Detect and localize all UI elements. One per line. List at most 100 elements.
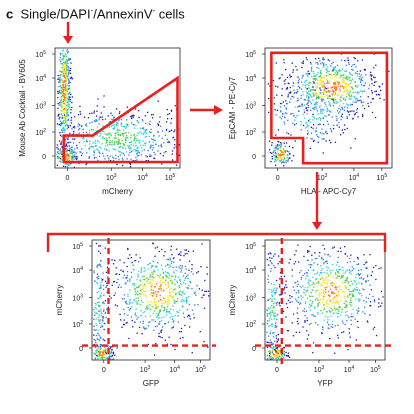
event-dot [335,70,338,72]
event-dot [366,320,368,322]
event-dot [285,160,287,162]
event-dot [309,118,311,120]
event-dot [150,294,152,296]
event-dot [275,315,277,317]
event-dot [284,145,286,147]
event-dot [178,253,180,256]
event-dot [64,79,66,81]
event-dot [345,83,347,85]
event-dot [86,131,88,134]
event-dot [139,284,142,286]
event-dot [70,152,72,154]
event-dot [292,85,294,87]
event-dot [201,243,203,245]
event-dot [334,66,336,68]
event-dot [71,106,73,109]
event-dot [174,348,176,351]
y-tick-label: 105 [72,242,83,251]
event-dot [157,123,159,126]
event-dot [283,142,285,144]
event-dot [182,282,185,284]
event-dot [334,296,336,298]
event-dot [67,125,69,127]
event-dot [283,80,285,82]
event-dot [185,286,187,289]
event-dot [93,152,95,154]
event-dot [203,294,205,296]
event-dot [361,294,363,297]
event-dot [300,286,303,288]
event-dot [131,283,134,285]
event-dot [319,92,322,94]
event-dot [266,320,269,322]
event-dot [140,132,142,134]
event-dot [276,350,278,352]
event-dot [61,85,64,87]
event-dot [313,73,315,75]
event-dot [360,269,362,271]
event-dot [351,269,354,272]
event-dot [359,70,361,73]
event-dot [149,121,151,123]
event-dot [117,141,119,143]
event-dot [342,269,344,271]
event-dot [344,253,346,255]
event-dot [276,144,279,146]
event-dot [274,326,276,328]
event-dot [102,316,104,318]
event-dot [305,126,308,128]
event-dot [94,357,96,359]
event-dot [130,147,132,150]
event-dot [150,281,152,283]
event-dot [355,277,357,279]
event-dot [135,137,137,140]
event-dot [85,139,88,141]
event-dot [117,155,119,158]
event-dot [269,311,271,313]
event-dot [57,92,59,94]
event-dot [316,282,318,284]
event-dot [178,330,181,333]
event-dot [119,154,122,156]
event-dot [346,117,348,119]
event-dot [268,149,271,151]
event-dot [275,134,277,136]
event-dot [268,264,270,266]
event-dot [177,315,179,317]
event-dot [316,84,319,86]
event-dot [281,102,283,105]
event-dot [351,96,353,98]
event-dot [133,298,135,301]
event-dot [341,331,343,334]
event-dot [60,98,62,100]
event-dot [94,358,97,360]
event-dot [311,254,313,256]
event-dot [312,282,314,284]
event-dot [79,151,81,153]
event-dot [152,144,154,147]
event-dot [269,350,271,352]
event-dot [108,142,110,144]
event-dot [93,141,95,143]
event-dot [345,300,347,302]
event-dot [68,72,70,75]
event-dot [59,132,61,134]
event-dot [63,82,65,84]
event-dot [175,270,177,272]
event-dot [331,269,333,271]
event-dot [348,85,350,88]
event-dot [349,303,351,305]
event-dot [62,64,64,66]
event-dot [122,125,125,127]
event-dot [275,337,278,339]
event-dot [67,59,69,62]
event-dot [307,125,310,127]
event-dot [306,92,308,94]
event-dot [188,303,191,306]
event-dot [323,298,325,300]
event-dot [142,287,144,289]
event-dot [294,254,296,256]
event-dot [322,117,324,119]
event-dot [58,91,61,93]
event-dot [137,121,140,124]
